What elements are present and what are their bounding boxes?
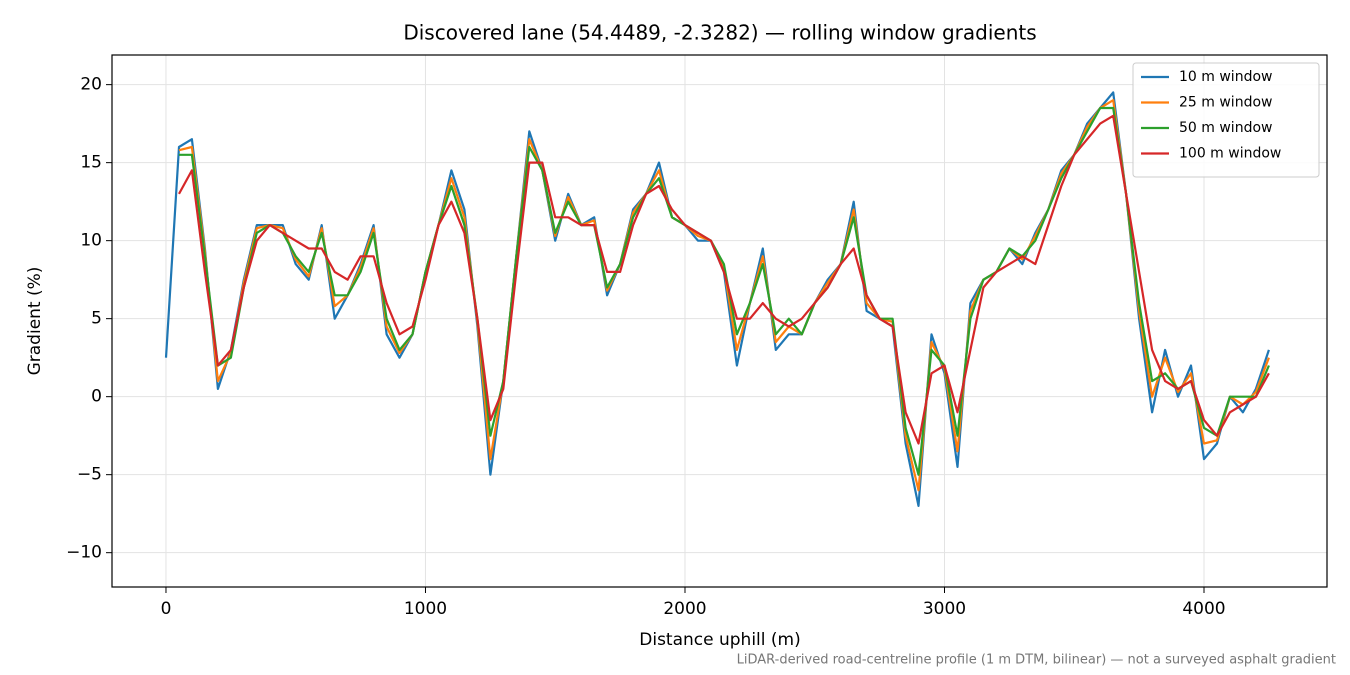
x-axis-label: Distance uphill (m) xyxy=(639,630,800,650)
series-line xyxy=(178,114,1270,445)
y-tick-label: −5 xyxy=(77,465,102,485)
x-tick-label: 3000 xyxy=(923,599,966,619)
footnote: LiDAR-derived road-centreline profile (1… xyxy=(737,653,1336,668)
series-line xyxy=(179,106,1270,476)
x-tick-label: 1000 xyxy=(404,599,447,619)
x-tick-label: 0 xyxy=(161,599,172,619)
y-tick-label: 0 xyxy=(91,387,102,407)
x-tick-label: 2000 xyxy=(663,599,706,619)
y-tick-label: 15 xyxy=(80,153,102,173)
y-tick-label: 10 xyxy=(80,231,102,251)
chart-title: Discovered lane (54.4489, -2.3282) — rol… xyxy=(403,21,1036,45)
legend-box xyxy=(1132,62,1320,178)
legend-label: 25 m window xyxy=(1179,95,1272,111)
legend-label: 100 m window xyxy=(1179,146,1281,162)
series-line xyxy=(164,91,1270,507)
legend: 10 m window 25 m window 50 m window 100 m w… xyxy=(1132,62,1320,178)
y-tick-label: −10 xyxy=(66,543,102,563)
x-tick-label: 4000 xyxy=(1182,599,1225,619)
legend-label: 10 m window xyxy=(1179,69,1272,85)
plot-frame xyxy=(111,54,1328,588)
y-tick-label: 5 xyxy=(91,309,102,329)
y-tick-label: 20 xyxy=(80,75,102,95)
y-axis-label: Gradient (%) xyxy=(25,267,45,376)
legend-label: 50 m window xyxy=(1179,120,1272,136)
